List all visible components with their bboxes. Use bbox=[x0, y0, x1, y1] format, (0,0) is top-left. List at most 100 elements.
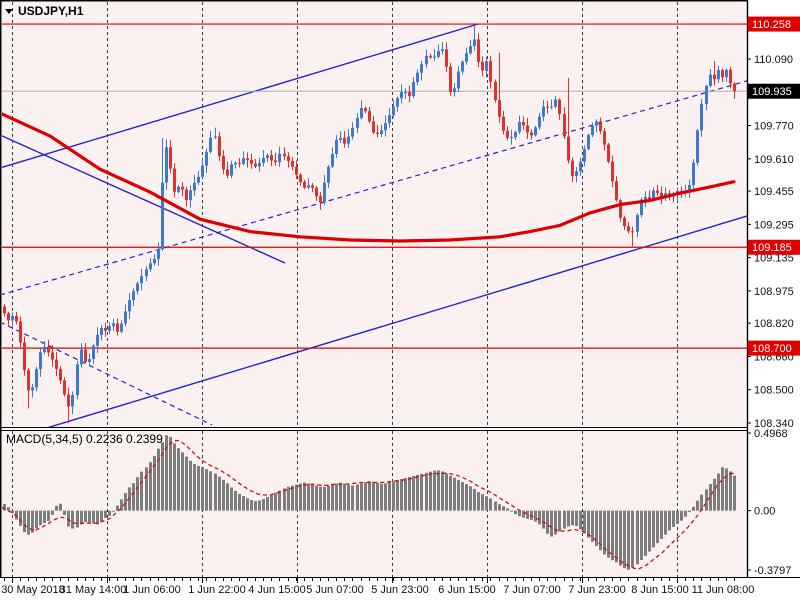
macd-bar bbox=[71, 510, 74, 529]
macd-bar bbox=[384, 483, 387, 511]
time-label: 1 Jun 22:00 bbox=[188, 584, 246, 596]
macd-bar bbox=[193, 463, 196, 511]
symbol-dropdown-icon[interactable] bbox=[5, 9, 13, 14]
macd-bar bbox=[303, 482, 306, 511]
time-label: 31 May 14:00 bbox=[60, 584, 127, 596]
macd-bar bbox=[729, 471, 732, 511]
macd-bar bbox=[274, 492, 277, 511]
macd-bar bbox=[623, 510, 626, 569]
time-axis-background[interactable] bbox=[0, 578, 800, 600]
candle bbox=[546, 106, 549, 108]
macd-bar bbox=[494, 501, 497, 511]
time-label: 4 Jun 15:00 bbox=[248, 584, 306, 596]
macd-bar bbox=[76, 510, 79, 528]
candle bbox=[631, 231, 634, 233]
macd-bar bbox=[644, 510, 647, 556]
macd-bar bbox=[222, 479, 225, 511]
macd-bar bbox=[412, 475, 415, 511]
macd-bar bbox=[234, 490, 237, 511]
price-axis[interactable]: 110.090 109.770 109.610 109.455 109.295 109.1… bbox=[747, 16, 800, 577]
main-plot-background[interactable] bbox=[2, 2, 747, 428]
candle bbox=[721, 70, 724, 78]
candle bbox=[71, 395, 74, 407]
macd-bar bbox=[315, 485, 318, 511]
macd-bar bbox=[331, 484, 334, 511]
macd-bar bbox=[27, 510, 30, 535]
macd-bar bbox=[181, 452, 184, 511]
macd-bar bbox=[437, 470, 440, 511]
candle bbox=[181, 186, 184, 190]
macd-bar bbox=[705, 489, 708, 511]
dashed-trendline[interactable] bbox=[0, 322, 213, 426]
candle bbox=[173, 168, 176, 192]
macd-bar bbox=[201, 467, 204, 511]
candle bbox=[339, 137, 342, 140]
macd-bar bbox=[145, 467, 148, 511]
trendline[interactable] bbox=[40, 213, 757, 430]
macd-bar bbox=[23, 510, 26, 533]
candle bbox=[197, 176, 200, 183]
trendline[interactable] bbox=[0, 135, 286, 264]
candle bbox=[469, 46, 472, 54]
macd-bar bbox=[567, 510, 570, 527]
candle bbox=[43, 346, 46, 353]
macd-bar bbox=[429, 471, 432, 511]
macd-bar bbox=[92, 510, 95, 524]
macd-signal-line[interactable] bbox=[2, 439, 735, 570]
macd-bar bbox=[177, 448, 180, 511]
macd-bar bbox=[481, 494, 484, 511]
macd-bar bbox=[173, 443, 176, 511]
macd-bar bbox=[672, 510, 675, 528]
macd-bar bbox=[39, 510, 42, 526]
candle bbox=[96, 335, 99, 346]
macd-bar bbox=[47, 510, 50, 521]
macd-bar bbox=[266, 496, 269, 511]
macd-bar bbox=[364, 482, 367, 511]
candle bbox=[595, 121, 598, 126]
time-label: 7 Jun 23:00 bbox=[568, 584, 626, 596]
candle bbox=[356, 117, 359, 128]
candle bbox=[360, 108, 363, 118]
macd-bar bbox=[189, 460, 192, 511]
macd-bar bbox=[35, 510, 38, 529]
trendline[interactable] bbox=[0, 23, 479, 169]
candle bbox=[323, 182, 326, 203]
candle bbox=[51, 352, 54, 360]
macd-layer bbox=[2, 435, 736, 570]
macd-bar bbox=[433, 470, 436, 511]
candle bbox=[408, 91, 411, 97]
macd-bar bbox=[571, 510, 574, 526]
macd-bar bbox=[518, 510, 521, 517]
candle bbox=[603, 131, 606, 145]
price-tick-label: 108.975 bbox=[754, 286, 794, 298]
macd-bar bbox=[656, 510, 659, 544]
candle bbox=[238, 162, 241, 164]
macd-bar bbox=[550, 510, 553, 537]
macd-bar bbox=[230, 487, 233, 511]
macd-bar bbox=[396, 480, 399, 511]
macd-bar bbox=[327, 485, 330, 511]
macd-bar bbox=[165, 435, 168, 511]
candle bbox=[47, 346, 50, 353]
moving-average-line[interactable] bbox=[0, 112, 736, 243]
macd-bar bbox=[692, 506, 695, 511]
macd-bar bbox=[246, 498, 249, 511]
candle bbox=[688, 185, 691, 193]
candle bbox=[522, 122, 525, 126]
candle bbox=[449, 66, 452, 93]
candle bbox=[542, 106, 545, 117]
candle bbox=[307, 185, 310, 188]
candle bbox=[214, 136, 217, 138]
candle bbox=[274, 160, 277, 163]
macd-bar bbox=[603, 510, 606, 555]
macd-bar bbox=[140, 471, 143, 511]
macd-bar bbox=[514, 510, 517, 515]
macd-bar bbox=[153, 456, 156, 511]
candle bbox=[327, 166, 330, 183]
macd-bar bbox=[238, 493, 241, 511]
candle bbox=[205, 151, 208, 166]
macd-bar bbox=[700, 494, 703, 511]
